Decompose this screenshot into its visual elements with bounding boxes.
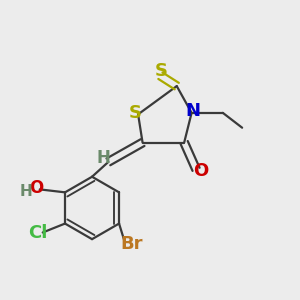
Text: S: S	[155, 62, 168, 80]
Text: Cl: Cl	[28, 224, 47, 242]
Text: S: S	[129, 104, 142, 122]
Text: Br: Br	[120, 236, 143, 253]
Text: H: H	[96, 149, 110, 167]
Text: H: H	[20, 184, 32, 199]
Text: N: N	[186, 102, 201, 120]
Text: O: O	[29, 179, 43, 197]
Text: O: O	[193, 162, 208, 180]
